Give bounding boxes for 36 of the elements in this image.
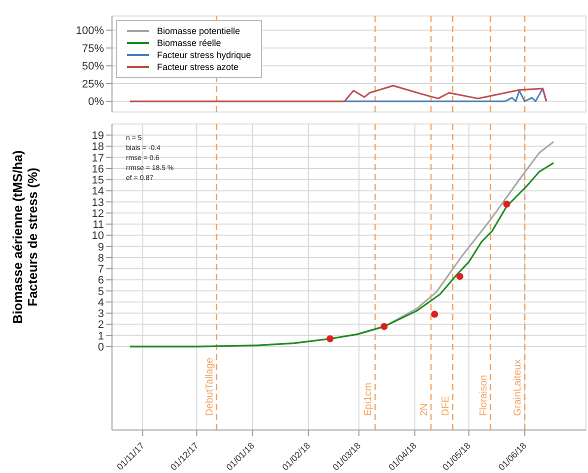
y-tick-label: 75% [82, 42, 104, 55]
y-axis-title: Biomasse aérienne (tMS/ha) Facteurs de stress (%) [10, 150, 40, 324]
y-tick-label: 1 [98, 330, 104, 342]
y-tick-label: 10 [92, 230, 104, 242]
y-tick-label: 12 [92, 208, 104, 220]
y-tick-label: 8 [98, 252, 104, 264]
y-tick-label: 5 [98, 286, 104, 298]
y-tick-label: 25% [82, 78, 104, 90]
y-tick-label: 2 [98, 319, 104, 332]
y-tick-label: 4 [98, 296, 104, 309]
y-tick-label: 0 [98, 341, 104, 354]
y-tick-label: 11 [92, 219, 104, 232]
legend-label: Biomasse réelle [157, 37, 222, 49]
ref-line-label: DebutTallage [204, 357, 216, 416]
y-tick-label: 19 [92, 130, 104, 142]
y-tick-label: 17 [92, 152, 104, 164]
y-tick-label: 13 [92, 196, 104, 209]
y-tick-label: 3 [98, 308, 104, 320]
y-tick-label: 6 [98, 274, 104, 287]
legend-label: Facteur stress azote [157, 61, 239, 73]
y-tick-label: 0% [88, 96, 104, 108]
y-tick-label: 9 [98, 241, 104, 254]
y-tick-label: 18 [92, 141, 104, 154]
ref-line-label: DFE [440, 396, 452, 416]
ref-line-label: 2N [419, 403, 430, 416]
y-tick-label: 100% [76, 25, 104, 38]
legend-label: Biomasse potentielle [157, 25, 240, 37]
y-tick-label: 15 [92, 174, 104, 187]
legend-label: Facteur stress hydrique [157, 49, 252, 61]
y-tick-label: 14 [92, 186, 104, 198]
ref-line-label: Floraison [478, 374, 490, 416]
y-tick-label: 16 [92, 163, 104, 176]
ref-line-label: GrainLaiteux [512, 359, 524, 416]
y-tick-label: 50% [82, 60, 104, 73]
ref-line-label: Epi1cm [363, 382, 374, 416]
y-tick-label: 7 [98, 264, 104, 276]
